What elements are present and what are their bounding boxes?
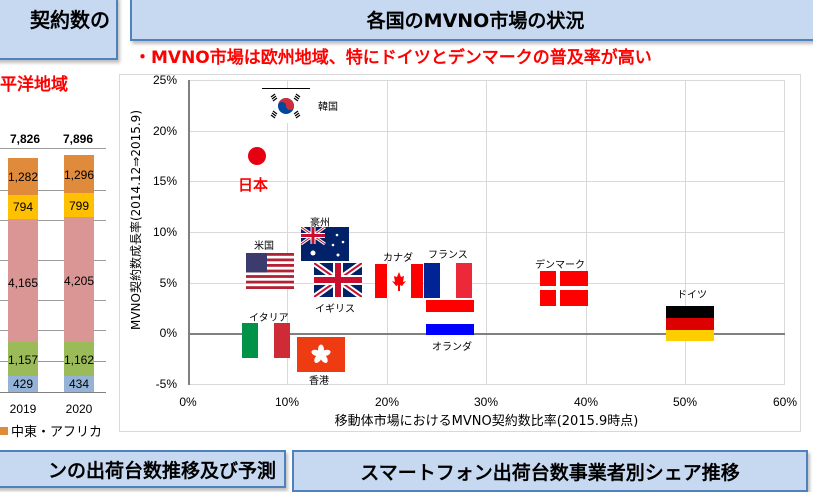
x-tick: 50% [672,395,698,409]
y-tick: 5% [159,276,177,290]
label-usa: 米国 [254,241,274,252]
legend-label: 中東・アフリカ [11,425,103,440]
usa-flag-icon [246,253,294,289]
label-japan: 日本 [238,176,269,194]
label-italy: イタリア [249,313,289,324]
gridline [188,283,785,284]
x-tick: 60% [772,395,798,409]
gridline [188,232,785,233]
label-australia: 豪州 [310,218,330,229]
legend-swatch [0,426,8,435]
page-title: 各国のMVNO市場の状況 [130,0,813,41]
segment-label: 1,296 [63,168,95,182]
bullet-summary: ・MVNO市場は欧州地域、特にドイツとデンマークの普及率が高い [134,48,652,68]
x-category-2020: 2020 [65,402,93,416]
gridline [0,300,106,301]
section-header-shipment-forecast: ンの出荷台数推移及び予測 [0,450,286,488]
y-axis-line [188,80,190,385]
bar-segment [8,342,38,376]
bar-segment [64,193,94,217]
bar-segment [64,155,94,193]
segment-label: 799 [68,199,90,213]
label-france: フランス [428,250,468,261]
germany-flag-icon [666,306,714,341]
y-tick: 10% [152,225,177,239]
bar-segment [64,342,94,376]
section-header-vendor-share: スマートフォン出荷台数事業者別シェア推移 [292,450,808,492]
label-hongkong: 香港 [309,376,329,387]
gridline [0,190,106,191]
label-canada: カナダ [383,253,413,264]
y-axis-label: MVNO契約数成長率(2014.12⇒2015.9) [129,110,143,331]
gridline [0,220,106,221]
canada-flag-icon [375,264,423,298]
segment-label: 429 [12,377,34,391]
hongkong-flag-icon [297,337,345,372]
gridline [188,384,785,385]
korea-flag-icon [262,88,310,123]
x-axis-line [0,392,106,393]
label-netherlands: オランダ [432,342,472,353]
gridline [0,330,106,331]
x-tick: 20% [374,395,400,409]
denmark-flag-icon [540,271,588,306]
segment-label: 1,282 [7,170,39,184]
bar-segment [8,158,38,195]
x-tick: 10% [274,395,300,409]
label-korea: 韓国 [318,102,338,113]
zero-axis-line [188,333,785,335]
segment-label: 794 [12,200,34,214]
gridline [188,131,785,132]
gridline [0,148,106,149]
scatter-plot-area [188,80,785,385]
x-tick: 30% [473,395,499,409]
x-axis-label: 移動体市場におけるMVNO契約数比率(2015.9時点) [334,414,639,429]
y-tick: 25% [152,73,177,87]
legend-item-middle-east-africa: 中東・アフリカ [0,421,102,440]
label-germany: ドイツ [677,290,707,301]
left-panel-header: 契約数の [0,0,118,60]
bar-segment [8,219,38,342]
y-tick: 15% [152,174,177,188]
netherlands-flag-icon [426,300,474,335]
gridline [0,260,106,261]
left-panel-subtitle: 平洋地域 [0,75,68,95]
x-tick: 40% [573,395,599,409]
segment-label: 4,205 [63,274,95,288]
gridline [188,80,785,81]
segment-label: 434 [68,377,90,391]
x-category-2019: 2019 [9,402,37,416]
y-tick: 20% [152,124,177,138]
bar-segment [8,376,38,392]
france-flag-icon [424,263,472,298]
segment-label: 1,157 [7,353,39,367]
segment-label: 4,165 [7,276,39,290]
y-tick: -5% [155,377,177,391]
uk-flag-icon [314,263,362,297]
gridline [0,361,106,362]
x-tick: 0% [179,395,197,409]
italy-flag-icon [242,323,290,358]
bar-total-2019: 7,826 [9,132,41,146]
chart-frame [119,74,801,432]
label-denmark: デンマーク [535,260,585,271]
gridline [188,181,785,182]
y-tick: 0% [159,326,177,340]
australia-flag-icon [301,227,349,261]
bar-segment [8,195,38,219]
label-uk: イギリス [315,304,355,315]
japan-flag-icon [233,140,281,172]
bar-segment [64,376,94,392]
bar-segment [64,217,94,342]
bar-total-2020: 7,896 [62,132,94,146]
segment-label: 1,162 [63,353,95,367]
